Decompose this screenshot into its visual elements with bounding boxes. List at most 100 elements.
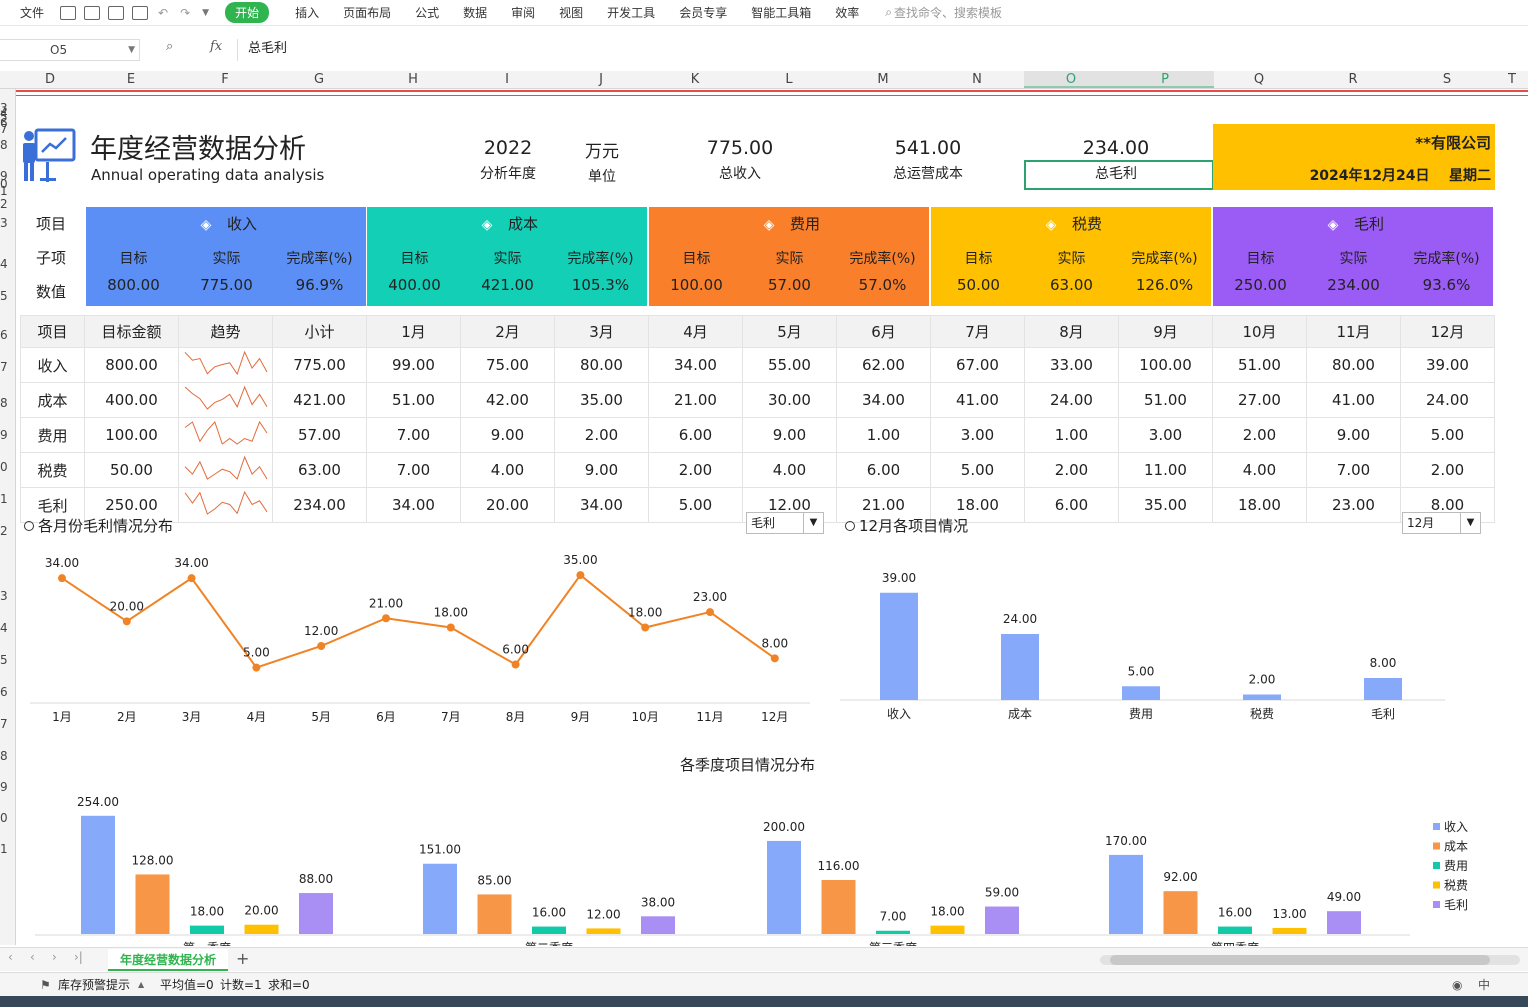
month-value-cell[interactable]: 2.00 (648, 452, 743, 488)
row-header[interactable]: 9 (0, 428, 8, 442)
month-value-cell[interactable]: 9.00 (742, 417, 837, 453)
status-warning[interactable]: 库存预警提示 (58, 978, 131, 992)
month-value-cell[interactable]: 80.00 (554, 347, 649, 383)
target-cell[interactable]: 800.00 (84, 347, 179, 383)
month-value-cell[interactable]: 39.00 (1400, 347, 1495, 383)
month-value-cell[interactable]: 27.00 (1212, 382, 1307, 418)
undo-icon[interactable]: ↶ (158, 5, 169, 20)
month-value-cell[interactable]: 1.00 (836, 417, 931, 453)
nav-next-icon[interactable]: › (52, 950, 57, 964)
row-header[interactable]: 2 (0, 524, 8, 538)
row-header[interactable]: 9 (0, 780, 8, 794)
row-header[interactable]: 3 (0, 101, 8, 115)
row-header[interactable]: 1 (0, 184, 8, 198)
eye-icon[interactable]: ◉ (1452, 978, 1463, 992)
month-value-cell[interactable]: 33.00 (1024, 347, 1119, 383)
table-header-cell[interactable]: 小计 (272, 315, 367, 348)
month-value-cell[interactable]: 34.00 (648, 347, 743, 383)
column-header-r[interactable]: R (1348, 72, 1358, 87)
column-header-f[interactable]: F (221, 72, 229, 87)
nav-prev-icon[interactable]: ‹ (30, 950, 35, 964)
target-cell[interactable]: 100.00 (84, 417, 179, 453)
row-header[interactable]: 6 (0, 116, 8, 130)
month-value-cell[interactable]: 9.00 (1306, 417, 1401, 453)
preview-icon[interactable] (132, 5, 149, 20)
row-header[interactable]: 8 (0, 396, 8, 410)
scrollbar-thumb[interactable] (1110, 955, 1490, 965)
year-cell[interactable]: 2022 分析年度 (468, 137, 548, 183)
table-header-cell[interactable]: 11月 (1306, 315, 1401, 348)
table-header-cell[interactable]: 5月 (742, 315, 837, 348)
chevron-down-icon[interactable]: ▼ (803, 513, 823, 533)
row-header[interactable]: 8 (0, 138, 8, 152)
chevron-up-icon[interactable]: ▲ (138, 980, 145, 989)
month-value-cell[interactable]: 99.00 (366, 347, 461, 383)
month-value-cell[interactable]: 7.00 (366, 417, 461, 453)
month-value-cell[interactable]: 51.00 (1118, 382, 1213, 418)
column-header-g[interactable]: G (313, 72, 325, 87)
nav-last-icon[interactable]: ›| (74, 950, 83, 964)
menu-member[interactable]: 会员专享 (679, 6, 728, 20)
month-value-cell[interactable]: 2.00 (1400, 452, 1495, 488)
search-input[interactable]: 查找命令、搜索模板 (893, 6, 1002, 20)
table-header-cell[interactable]: 6月 (836, 315, 931, 348)
input-method-icon[interactable]: 中 (1478, 978, 1491, 992)
subtotal-cell[interactable]: 63.00 (272, 452, 367, 488)
row-header[interactable]: 2 (0, 197, 8, 211)
month-value-cell[interactable]: 5.00 (648, 487, 743, 523)
table-header-cell[interactable]: 趋势 (178, 315, 273, 348)
chevron-down-icon[interactable]: ▼ (1460, 513, 1480, 533)
target-cell[interactable]: 250.00 (84, 487, 179, 523)
month-value-cell[interactable]: 11.00 (1118, 452, 1213, 488)
table-header-cell[interactable]: 2月 (460, 315, 555, 348)
row-header[interactable]: 8 (0, 749, 8, 763)
chevron-down-icon[interactable]: ▼ (202, 7, 210, 18)
menu-file[interactable]: 文件 (20, 6, 45, 20)
table-row-label[interactable]: 成本 (20, 382, 85, 418)
month-value-cell[interactable]: 18.00 (930, 487, 1025, 523)
row-header[interactable]: 4 (0, 257, 8, 271)
month-value-cell[interactable]: 9.00 (460, 417, 555, 453)
target-cell[interactable]: 50.00 (84, 452, 179, 488)
menu-review[interactable]: 审阅 (511, 6, 536, 20)
row-header[interactable]: 3 (0, 589, 8, 603)
month-value-cell[interactable]: 55.00 (742, 347, 837, 383)
column-header-d[interactable]: D (44, 72, 55, 87)
month-value-cell[interactable]: 24.00 (1400, 382, 1495, 418)
month-value-cell[interactable]: 4.00 (460, 452, 555, 488)
fx-icon[interactable]: fx (210, 39, 223, 54)
column-header-h[interactable]: H (408, 72, 418, 87)
table-header-cell[interactable]: 8月 (1024, 315, 1119, 348)
save-icon[interactable] (60, 5, 77, 20)
month-value-cell[interactable]: 80.00 (1306, 347, 1401, 383)
print-icon[interactable] (108, 5, 125, 20)
name-box[interactable]: O5 ▼ (0, 39, 140, 61)
kpi-block[interactable]: ◈ 费用 目标 100.00 实际 57.00 完成率(%) 57.0% (649, 207, 929, 306)
month-value-cell[interactable]: 35.00 (1118, 487, 1213, 523)
column-header-m[interactable]: M (877, 72, 889, 87)
table-header-cell[interactable]: 项目 (20, 315, 85, 348)
month-value-cell[interactable]: 2.00 (1212, 417, 1307, 453)
month-dropdown[interactable]: 12月 ▼ (1402, 512, 1481, 534)
kpi-block[interactable]: ◈ 税费 目标 50.00 实际 63.00 完成率(%) 126.0% (931, 207, 1211, 306)
kpi-block[interactable]: ◈ 毛利 目标 250.00 实际 234.00 完成率(%) 93.6% (1213, 207, 1493, 306)
subtotal-cell[interactable]: 234.00 (272, 487, 367, 523)
month-value-cell[interactable]: 67.00 (930, 347, 1025, 383)
sparkline-cell[interactable] (178, 382, 273, 418)
row-header[interactable]: 7 (0, 122, 8, 136)
column-header-k[interactable]: K (690, 72, 700, 87)
sheet-tab-active[interactable]: 年度经营数据分析 (108, 949, 228, 971)
month-value-cell[interactable]: 62.00 (836, 347, 931, 383)
row-header[interactable]: 7 (0, 717, 8, 731)
row-header[interactable]: 6 (0, 685, 8, 699)
nav-first-icon[interactable]: ‹ (8, 950, 13, 964)
target-cell[interactable]: 400.00 (84, 382, 179, 418)
table-header-cell[interactable]: 目标金额 (84, 315, 179, 348)
revenue-cell[interactable]: 775.00 总收入 (680, 137, 800, 183)
selected-cell[interactable] (1024, 160, 1214, 190)
menu-efficiency[interactable]: 效率 (835, 6, 860, 20)
menu-dev-tools[interactable]: 开发工具 (607, 6, 656, 20)
cost-cell[interactable]: 541.00 总运营成本 (868, 137, 988, 183)
month-value-cell[interactable]: 34.00 (554, 487, 649, 523)
zoom-icon[interactable]: ⌕ (166, 39, 174, 54)
